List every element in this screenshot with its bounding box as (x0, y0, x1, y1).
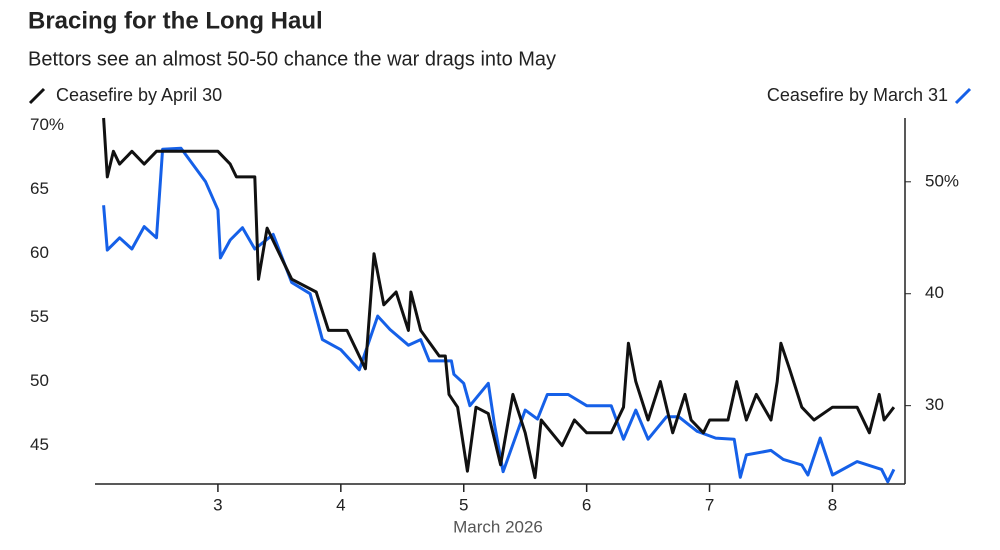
y2-tick-label: 50% (925, 171, 959, 190)
x-tick-label: 3 (213, 495, 222, 514)
y-tick-label: 50 (30, 371, 49, 390)
x-axis-label: March 2026 (453, 517, 543, 536)
legend-label: Ceasefire by April 30 (56, 85, 222, 105)
series-line (102, 146, 896, 484)
legend-label: Ceasefire by March 31 (767, 85, 948, 105)
y2-tick-label: 40 (925, 283, 944, 302)
x-tick-label: 5 (459, 495, 468, 514)
chart-title: Bracing for the Long Haul (28, 7, 323, 34)
series-line (102, 117, 896, 480)
chart-subtitle: Bettors see an almost 50-50 chance the w… (28, 48, 556, 70)
x-tick-label: 4 (336, 495, 345, 514)
legend-swatch (954, 87, 972, 105)
y-tick-label: 60 (30, 243, 49, 262)
y-tick-label: 70% (30, 115, 64, 134)
y2-tick-label: 30 (925, 395, 944, 414)
x-tick-label: 8 (828, 495, 837, 514)
y-tick-label: 45 (30, 435, 49, 454)
legend-swatch (28, 87, 46, 105)
x-tick-label: 6 (582, 495, 591, 514)
x-tick-label: 7 (705, 495, 714, 514)
y-tick-label: 65 (30, 179, 49, 198)
y-tick-label: 55 (30, 307, 49, 326)
